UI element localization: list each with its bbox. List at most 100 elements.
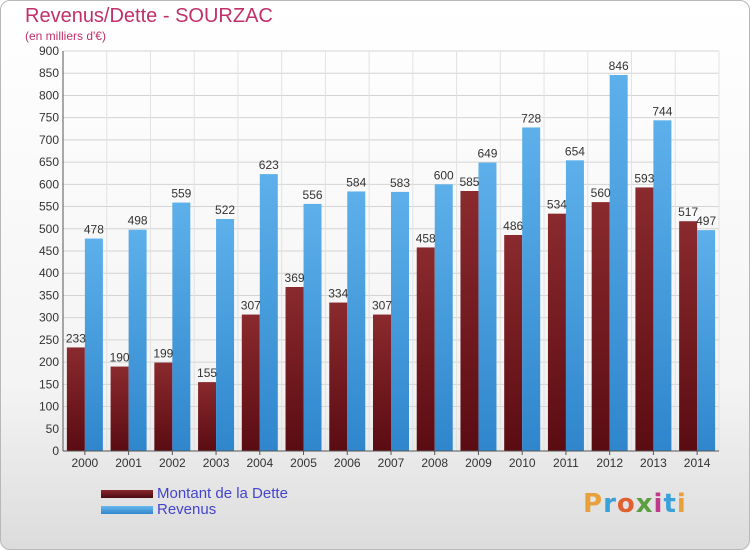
- bar-revenus: [478, 162, 497, 452]
- bar-dette: [635, 187, 654, 451]
- y-tick-label: 300: [39, 311, 59, 325]
- y-tick-label: 550: [39, 200, 59, 214]
- x-tick-label: 2009: [465, 456, 492, 470]
- x-tick-label: 2013: [640, 456, 667, 470]
- data-label: 478: [84, 223, 104, 237]
- data-label: 744: [652, 104, 672, 118]
- bar-dette: [416, 247, 435, 451]
- x-tick-label: 2004: [246, 456, 273, 470]
- x-tick-label: 2007: [378, 456, 405, 470]
- bar-revenus: [653, 120, 672, 451]
- data-label: 369: [285, 271, 305, 285]
- y-tick-label: 800: [39, 88, 59, 102]
- bar-dette: [679, 221, 698, 451]
- bar-dette: [285, 287, 304, 451]
- chart-subtitle: (en milliers d'€): [25, 29, 106, 43]
- logo-letter: x: [635, 489, 654, 519]
- y-tick-label: 700: [39, 133, 59, 147]
- bar-dette: [198, 382, 217, 451]
- legend-label-dette: Montant de la Dette: [157, 485, 288, 502]
- proxiti-logo: Proxiti: [583, 489, 687, 519]
- data-label: 155: [197, 366, 217, 380]
- legend-swatch-dette: [101, 490, 153, 498]
- bar-revenus: [259, 174, 278, 451]
- data-label: 190: [110, 351, 130, 365]
- bar-revenus: [522, 127, 541, 451]
- y-tick-label: 150: [39, 377, 59, 391]
- data-label: 623: [259, 158, 279, 172]
- data-label: 534: [547, 198, 567, 212]
- bar-revenus: [434, 184, 453, 452]
- legend-label-revenus: Revenus: [157, 501, 217, 518]
- data-label: 846: [609, 59, 629, 73]
- bar-dette: [460, 191, 479, 451]
- data-label: 199: [153, 347, 173, 361]
- data-label: 584: [346, 175, 366, 189]
- data-label: 728: [521, 111, 541, 125]
- bar-revenus: [565, 160, 584, 452]
- bar-revenus: [128, 229, 147, 451]
- x-tick-label: 2000: [72, 456, 99, 470]
- legend-item-dette: Montant de la Dette: [101, 485, 361, 503]
- y-tick-label: 650: [39, 155, 59, 169]
- bar-revenus: [391, 191, 409, 451]
- y-tick-label: 350: [39, 288, 59, 302]
- bar-revenus: [609, 75, 628, 451]
- x-tick-label: 2010: [509, 456, 536, 470]
- data-label: 583: [390, 176, 410, 190]
- data-label: 497: [696, 214, 716, 228]
- bar-dette: [110, 366, 129, 451]
- bar-revenus: [84, 238, 103, 451]
- data-label: 585: [459, 175, 479, 189]
- y-tick-label: 900: [39, 44, 59, 58]
- y-tick-label: 0: [52, 444, 59, 458]
- data-label: 556: [303, 188, 323, 202]
- bar-revenus: [347, 191, 366, 451]
- logo-letter: i: [676, 489, 687, 519]
- logo-letter: r: [603, 489, 617, 519]
- y-tick-label: 250: [39, 333, 59, 347]
- x-tick-label: 2008: [421, 456, 448, 470]
- bar-dette: [154, 362, 173, 451]
- x-tick-label: 2014: [684, 456, 711, 470]
- legend-swatch-revenus: [101, 506, 153, 514]
- y-tick-label: 100: [39, 400, 59, 414]
- y-tick-label: 50: [46, 422, 60, 436]
- bar-revenus: [216, 219, 235, 451]
- y-tick-label: 400: [39, 266, 59, 280]
- logo-letter: i: [653, 489, 664, 519]
- data-label: 458: [416, 231, 436, 245]
- data-label: 307: [372, 299, 392, 313]
- bar-dette: [66, 347, 85, 451]
- data-label: 498: [128, 214, 148, 228]
- y-tick-label: 850: [39, 66, 59, 80]
- chart-title: Revenus/Dette - SOURZAC: [25, 5, 273, 27]
- chart-legend: Montant de la Dette Revenus: [101, 485, 361, 519]
- data-label: 517: [678, 205, 698, 219]
- y-tick-label: 750: [39, 111, 59, 125]
- x-tick-label: 2012: [596, 456, 623, 470]
- bar-dette: [241, 314, 260, 451]
- bar-dette: [504, 235, 523, 451]
- y-tick-label: 450: [39, 244, 59, 258]
- y-tick-label: 600: [39, 177, 59, 191]
- x-tick-label: 2011: [553, 456, 579, 470]
- data-label: 307: [241, 299, 261, 313]
- x-tick-label: 2002: [159, 456, 186, 470]
- data-label: 233: [66, 331, 86, 345]
- data-label: 654: [565, 144, 585, 158]
- logo-letter: P: [583, 489, 604, 519]
- logo-letter: t: [663, 489, 677, 519]
- bar-revenus: [697, 230, 716, 451]
- data-label: 486: [503, 219, 523, 233]
- bar-dette: [547, 213, 566, 451]
- bar-dette: [591, 202, 610, 451]
- data-label: 649: [477, 147, 497, 161]
- bar-dette: [373, 314, 391, 451]
- x-tick-label: 2006: [334, 456, 361, 470]
- data-label: 559: [171, 187, 191, 201]
- x-tick-label: 2001: [115, 456, 142, 470]
- logo-letter: o: [616, 489, 636, 519]
